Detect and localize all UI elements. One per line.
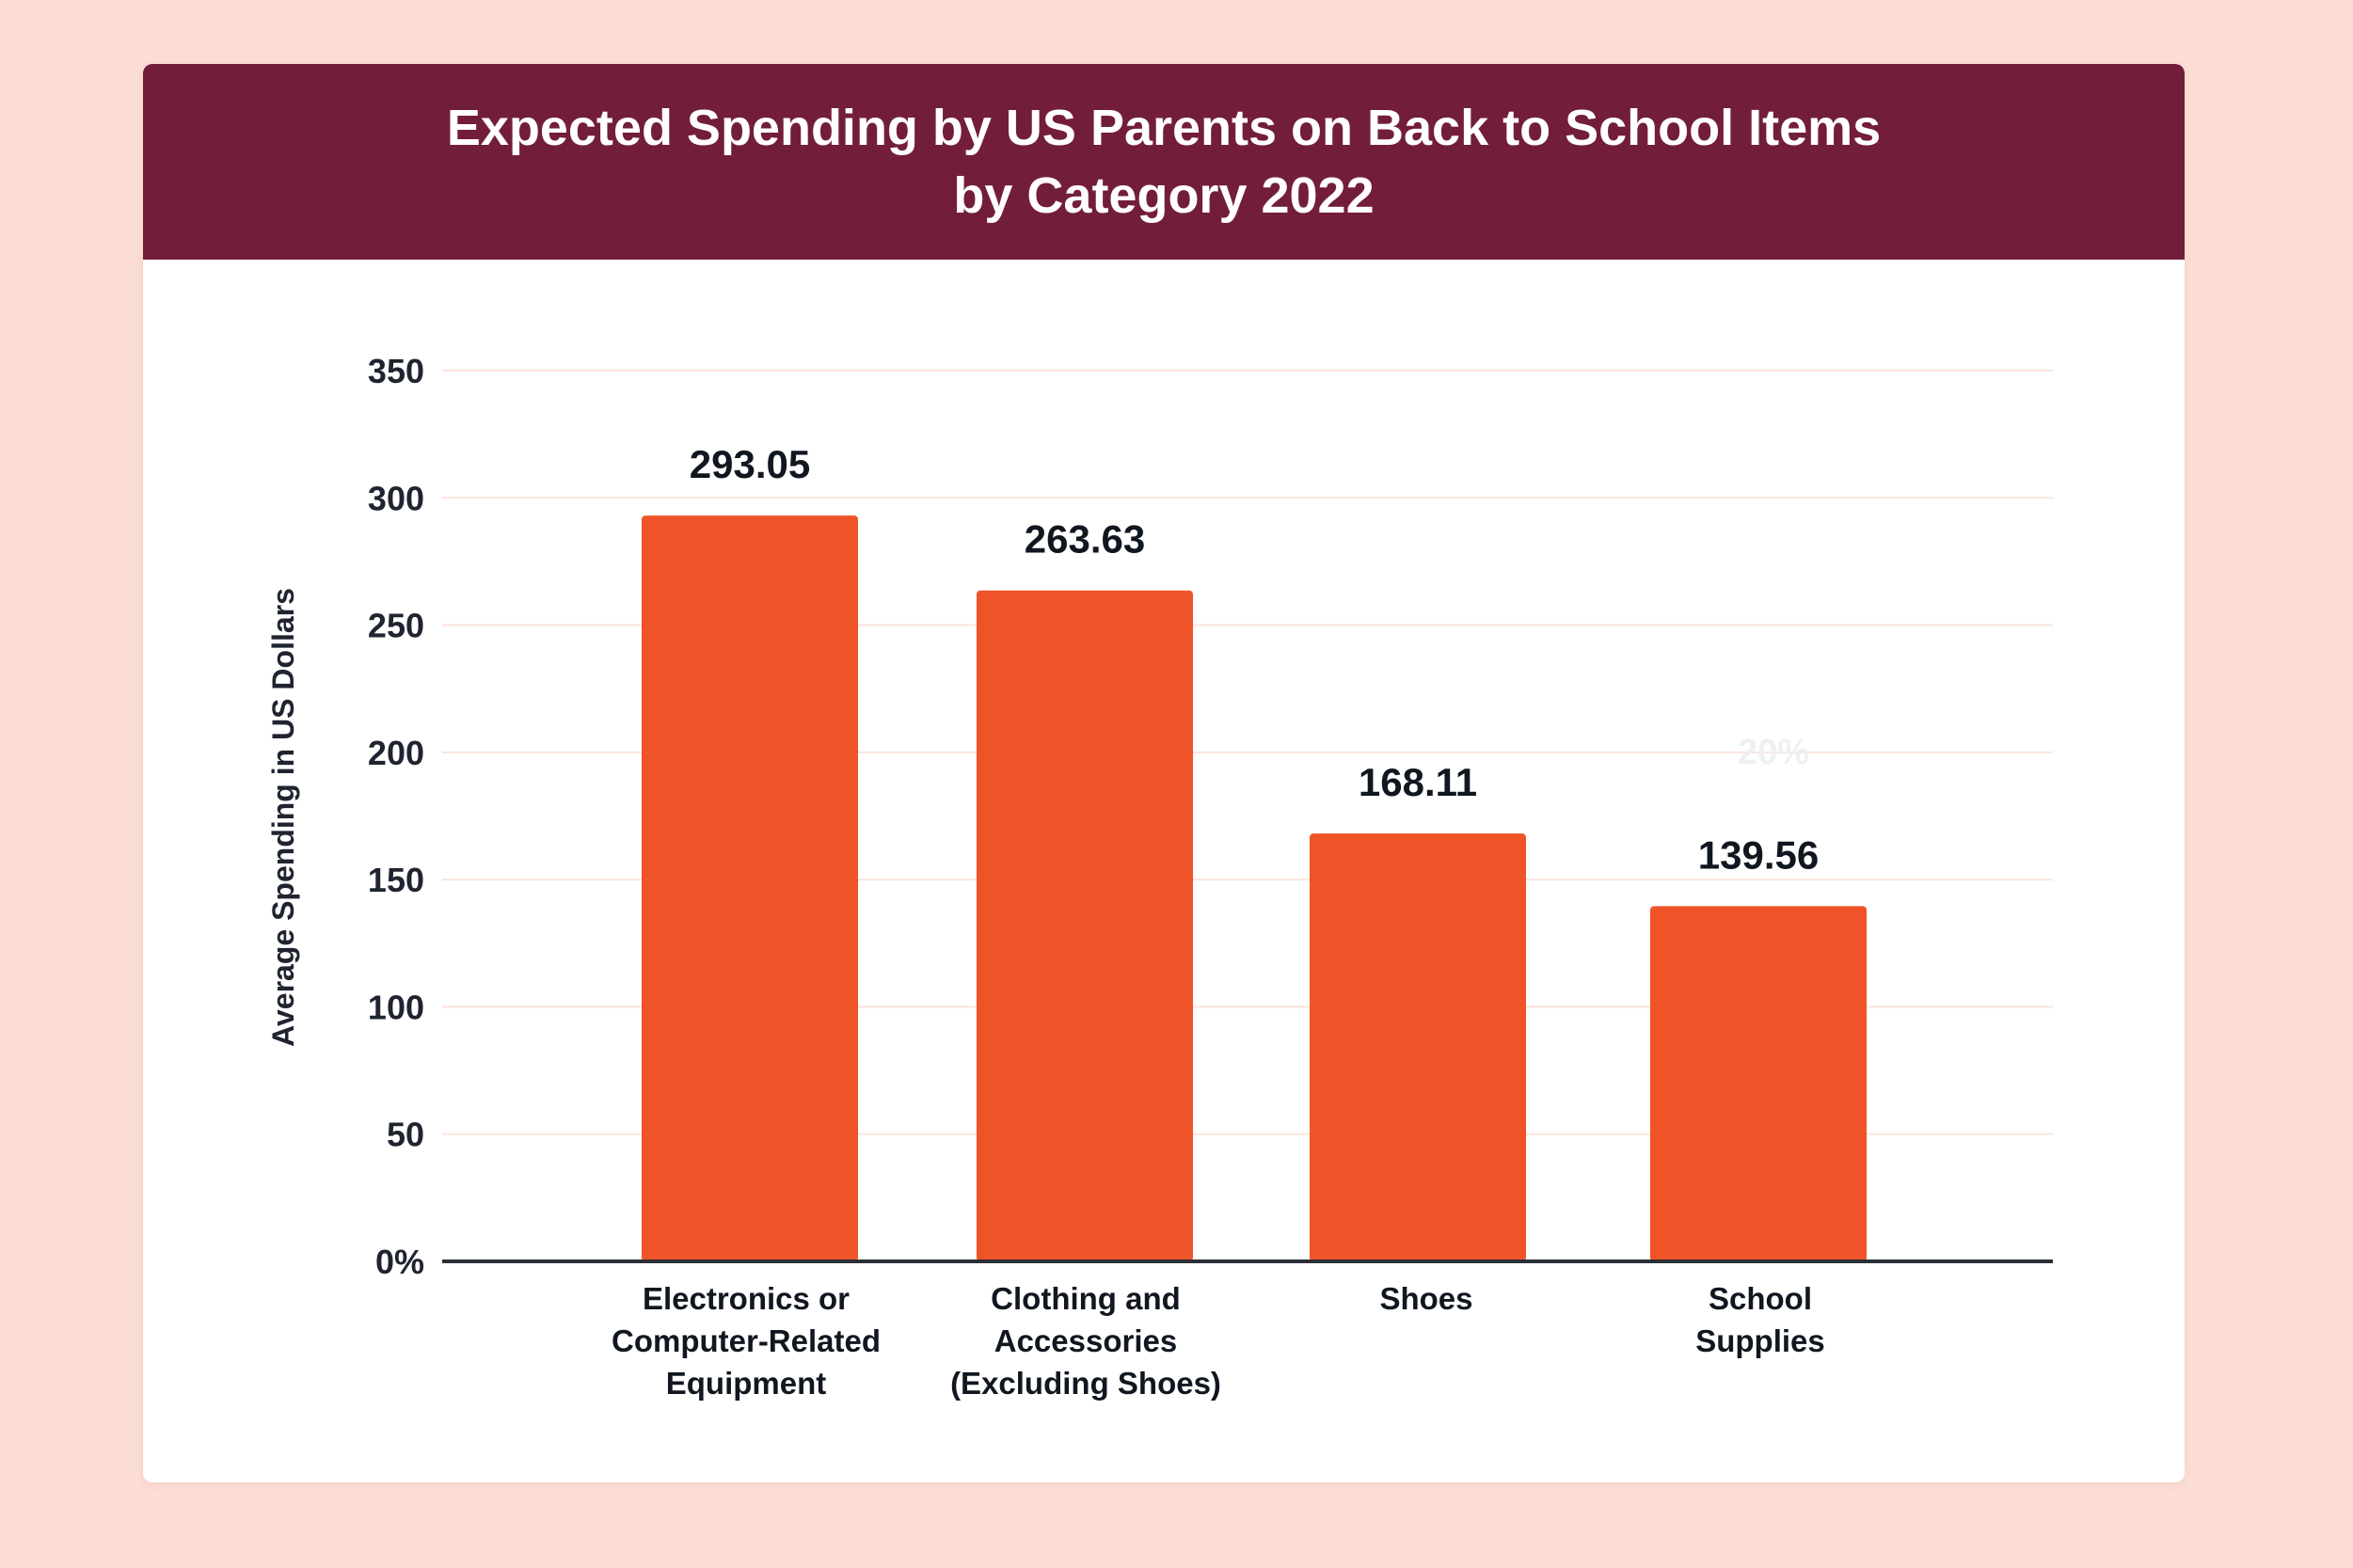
y-tick-label: 300 — [368, 479, 424, 517]
y-tick-label: 200 — [368, 734, 424, 772]
x-axis-categories: Electronics or Computer-Related Equipment C… — [612, 1281, 1825, 1401]
data-label: 168.11 — [1359, 760, 1477, 804]
y-tick-label: 250 — [368, 607, 424, 645]
category-label: Computer-Related — [612, 1323, 881, 1358]
bars — [642, 515, 1867, 1261]
chart-header: Expected Spending by US Parents on Back … — [143, 64, 2185, 260]
data-label: 293.05 — [690, 442, 810, 486]
data-labels: 293.05 263.63 168.11 139.56 — [690, 442, 1819, 877]
data-label: 263.63 — [1025, 517, 1145, 562]
bar — [1650, 906, 1867, 1261]
bar — [642, 515, 858, 1261]
category-label: Clothing and — [991, 1281, 1181, 1316]
y-tick-label: 350 — [368, 352, 424, 390]
category-label: Supplies — [1695, 1323, 1825, 1358]
category-label: Electronics or — [643, 1281, 850, 1316]
category-label: Shoes — [1379, 1281, 1472, 1316]
y-tick-label: 50 — [387, 1116, 424, 1154]
faint-annotation: 20% — [1738, 733, 1809, 772]
category-label: Equipment — [666, 1366, 827, 1401]
y-tick-label: 100 — [368, 988, 424, 1026]
bar — [1310, 833, 1526, 1261]
chart-title-line2: by Category 2022 — [953, 167, 1375, 224]
category-label: Accessories — [994, 1323, 1177, 1358]
data-label: 139.56 — [1698, 832, 1819, 877]
y-axis-ticks: 0% 50 100 150 200 250 300 350 — [368, 352, 424, 1281]
y-axis-title: Average Spending in US Dollars — [266, 588, 300, 1047]
y-tick-label: 150 — [368, 861, 424, 899]
category-label: (Excluding Shoes) — [950, 1366, 1221, 1401]
category-label: School — [1709, 1281, 1812, 1316]
y-tick-label: 0% — [375, 1243, 424, 1281]
bar — [977, 590, 1193, 1261]
chart-title-line1: Expected Spending by US Parents on Back … — [446, 100, 1882, 156]
